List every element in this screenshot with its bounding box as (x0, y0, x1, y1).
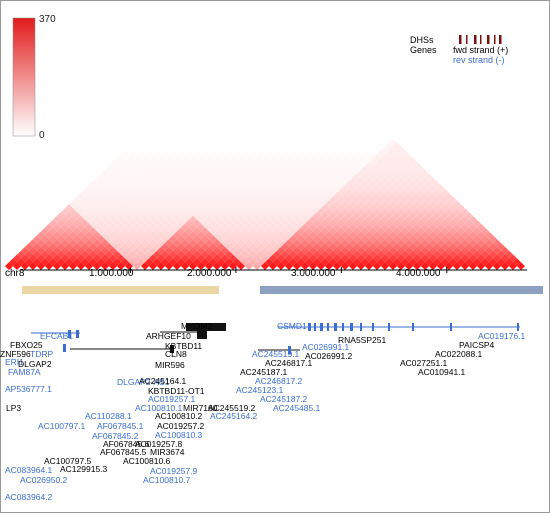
gene-label: AC100810.1 (135, 403, 183, 413)
gene-label: LP3 (6, 403, 22, 413)
chromosome-label: chr8 (5, 268, 25, 279)
gene-label: AC026991.2 (305, 351, 353, 361)
gene-label: AC019176.1 (478, 331, 526, 341)
gene-label: AC083964.1 (5, 465, 53, 475)
gene-label: ARHGEF10 (146, 331, 191, 341)
dhs-key-mark (494, 35, 496, 44)
gene-label: DLGAP2 (18, 359, 52, 369)
gene-label: AC100797.1 (38, 421, 86, 431)
gene-label: ERI1 (5, 357, 24, 367)
gene-label: AC245187.2 (260, 394, 308, 404)
gene-label: AF067845.5 (100, 447, 147, 457)
gene-label: AC245519.2 (208, 403, 256, 413)
gene-label: KBTBD11 (165, 341, 203, 351)
gene-track-lines (31, 323, 520, 354)
rev-strand-key: rev strand (-) (453, 55, 505, 65)
genomic-axis (20, 267, 527, 273)
gene-label: AC026950.2 (20, 475, 68, 485)
gene-label: AF067845.6 (103, 439, 150, 449)
gene-label: RNA5SP251 (338, 335, 387, 345)
gene-label: PAICSP4 (459, 340, 495, 350)
dhs-key-label: DHSs (410, 35, 434, 45)
tick-label-1mb: 1.000.000 (89, 268, 134, 279)
contact-matrix-triangle (5, 138, 525, 270)
gene-label: AC100810.7 (143, 475, 191, 485)
gene-label: MIR7160 (183, 403, 218, 413)
gene-label: AC129915.3 (60, 464, 108, 474)
gene-label: TDRP (30, 349, 54, 359)
gene-label: FBXO25 (10, 340, 43, 350)
gene-label: AC245485.1 (273, 403, 321, 413)
gene-label: AC019257.2 (157, 421, 205, 431)
gene-label: AF067845.2 (92, 431, 139, 441)
gene-label: AC022088.1 (435, 349, 483, 359)
tick-label-3mb: 3.000.000 (291, 268, 336, 279)
gene-label: ZNF596 (0, 349, 31, 359)
gene-label: AC026991.1 (302, 342, 350, 352)
gene-label: AC245164.2 (210, 411, 258, 421)
gene-label: CLN8 (165, 349, 187, 359)
gene-label: AP536777.1 (5, 384, 52, 394)
dhs-key-mark (487, 35, 490, 44)
dhs-key-mark (459, 35, 462, 44)
gene-label: AC245519.1 (252, 349, 300, 359)
gene-label: CSMD1 (277, 321, 307, 331)
gene-label: AC245187.1 (240, 367, 288, 377)
gene-label: AC010941.1 (418, 367, 466, 377)
gene-label: AC246817.1 (265, 358, 313, 368)
gene-label: AC019257.8 (135, 439, 183, 449)
tick-label-2mb: 2.000.000 (187, 268, 232, 279)
gene-label: AC246817.2 (255, 376, 303, 386)
tad-domain-2 (260, 286, 543, 294)
gene-label: AC100797.5 (44, 456, 92, 466)
tad-domain-1 (22, 286, 219, 294)
gene-label: AC100810.2 (155, 411, 203, 421)
color-scale-min-label: 0 (39, 130, 45, 141)
tick-label-4mb: 4.000.000 (396, 268, 441, 279)
dhs-key-mark (466, 35, 468, 44)
gene-label: MIR3674 (150, 447, 185, 457)
gene-label: AC100810.6 (123, 456, 171, 466)
gene-label: MYOM2 (181, 321, 213, 331)
dhs-key-mark (474, 35, 477, 44)
color-scale-max-label: 370 (39, 14, 56, 25)
dhs-key-marks (459, 35, 502, 44)
color-scale-bar (12, 17, 36, 137)
gene-label: AC100810.3 (155, 430, 203, 440)
gene-label: AF067845.1 (97, 421, 144, 431)
gene-label: AC245164.1 (139, 376, 187, 386)
genes-key-label: Genes (410, 45, 437, 55)
gene-label: AC027251.1 (400, 358, 448, 368)
fwd-strand-key: fwd strand (+) (453, 45, 509, 55)
gene-label: MIR596 (155, 360, 185, 370)
gene-label: DLGAP2-AS1 (117, 377, 170, 387)
dhs-key-mark (480, 35, 482, 44)
gene-label: KBTBD11-OT1 (148, 386, 205, 396)
gene-label: EFCAB1 (40, 331, 74, 341)
gene-label: AC245123.1 (236, 385, 284, 395)
dhs-key-mark (499, 35, 502, 44)
gene-label: AC019257.9 (150, 466, 198, 476)
gene-label: AC083964.2 (5, 492, 53, 502)
gene-label: FAM87A (8, 367, 41, 377)
gene-label: AC019257.1 (148, 394, 196, 404)
gene-label: AC110288.1 (85, 411, 132, 421)
